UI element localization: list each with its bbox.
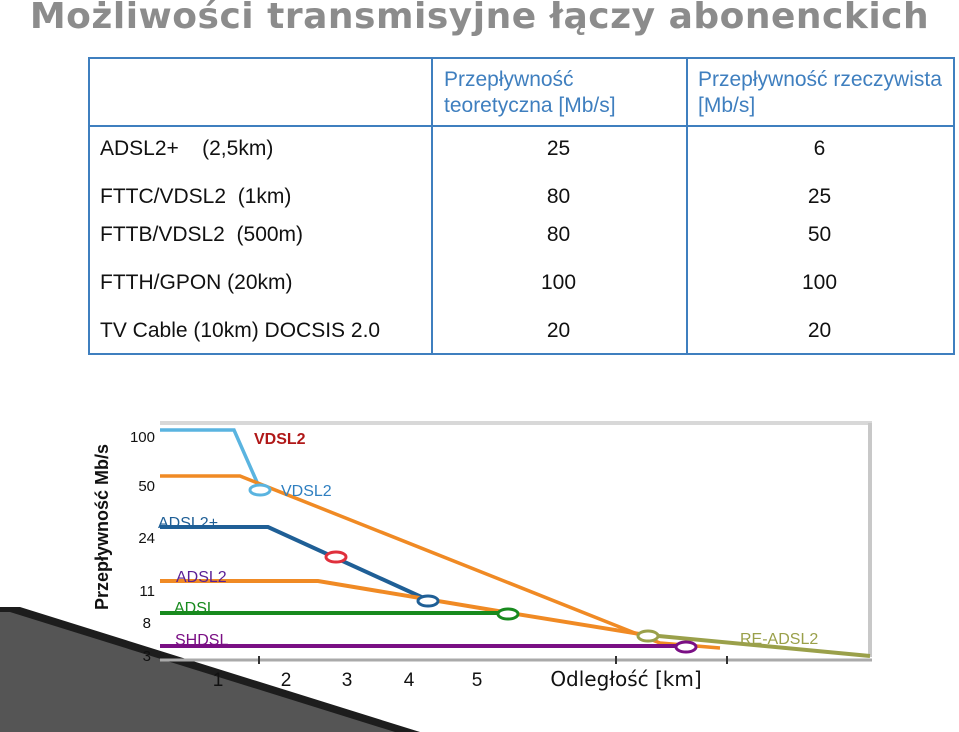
x-tick-label: 1 bbox=[213, 670, 224, 691]
vdsl2-red-label: VDSL2 bbox=[254, 431, 306, 448]
adsl2-label: ADSL2 bbox=[176, 569, 227, 586]
theoretical-value: 80 bbox=[546, 223, 571, 246]
row-label: FTTH/GPON (20km) bbox=[100, 271, 293, 294]
row-label: TV Cable (10km) DOCSIS 2.0 bbox=[100, 319, 381, 342]
y-tick-label: 8 bbox=[143, 615, 151, 632]
y-tick-label: 11 bbox=[139, 583, 155, 600]
x-tick-label: 3 bbox=[342, 670, 353, 691]
x-axis-label: Odległość [km] bbox=[550, 667, 701, 691]
adsl-label: ADSL bbox=[174, 600, 216, 617]
adsl2plus-label: ADSL2+ bbox=[158, 515, 218, 532]
y-tick-label: 100 bbox=[130, 429, 155, 446]
x-tick-label: 4 bbox=[404, 670, 415, 691]
adsl2plus-marker bbox=[416, 594, 440, 608]
x-tick-label: 5 bbox=[472, 670, 483, 691]
re-adsl2-marker bbox=[636, 629, 660, 643]
row-label: FTTC/VDSL2 (1km) bbox=[100, 185, 292, 208]
comparison-table: Przepływność teoretyczna [Mb/s] Przepływ… bbox=[88, 57, 955, 355]
x-tick-label: 2 bbox=[281, 670, 292, 691]
column-divider bbox=[686, 59, 688, 353]
row-label: FTTB/VDSL2 (500m) bbox=[100, 223, 304, 246]
plot-area bbox=[160, 423, 872, 655]
theoretical-value: 20 bbox=[546, 319, 571, 342]
table-header-row bbox=[90, 59, 953, 127]
row-label: ADSL2+ (2,5km) bbox=[100, 137, 274, 160]
vdsl2-light-marker bbox=[248, 483, 272, 497]
adsl2-curve bbox=[160, 579, 647, 637]
vdsl2-blue-label: VDSL2 bbox=[281, 483, 332, 500]
table-row: TV Cable (10km) DOCSIS 2.0 20 20 bbox=[90, 319, 953, 349]
column-divider bbox=[431, 59, 433, 353]
header-real: Przepływność rzeczywista [Mb/s] bbox=[698, 68, 942, 117]
floor-wedge-highlight bbox=[0, 612, 395, 732]
real-value: 50 bbox=[807, 223, 832, 246]
y-tick-label: 50 bbox=[138, 478, 155, 495]
header-theoretical: Przepływność teoretyczna [Mb/s] bbox=[444, 68, 616, 117]
real-value: 20 bbox=[807, 319, 832, 342]
re-adsl2-label: RE-ADSL2 bbox=[740, 631, 818, 648]
table-row: FTTC/VDSL2 (1km) 80 25 bbox=[90, 185, 953, 215]
vdsl2-light-curve bbox=[160, 428, 262, 490]
table-row: FTTB/VDSL2 (500m) 80 50 bbox=[90, 223, 953, 253]
adsl-marker bbox=[496, 607, 520, 621]
re-adsl2-curve bbox=[647, 633, 871, 658]
y-tick-label: 3 bbox=[143, 648, 151, 665]
theoretical-value: 80 bbox=[546, 185, 571, 208]
vdsl2-orange-marker bbox=[324, 550, 348, 564]
theoretical-value: 100 bbox=[540, 271, 577, 294]
real-value: 6 bbox=[813, 137, 826, 160]
adsl2plus-curve bbox=[160, 525, 429, 602]
real-value: 25 bbox=[807, 185, 832, 208]
theoretical-value: 25 bbox=[546, 137, 571, 160]
y-tick-label: 24 bbox=[138, 530, 155, 547]
table-row: FTTH/GPON (20km) 100 100 bbox=[90, 271, 953, 301]
shdsl-marker bbox=[674, 640, 698, 654]
page-title: Możliwości transmisyjne łączy abonenckic… bbox=[29, 0, 930, 37]
table-row: ADSL2+ (2,5km) 25 6 bbox=[90, 137, 953, 167]
shdsl-label: SHDSL bbox=[175, 632, 228, 649]
real-value: 100 bbox=[801, 271, 838, 294]
